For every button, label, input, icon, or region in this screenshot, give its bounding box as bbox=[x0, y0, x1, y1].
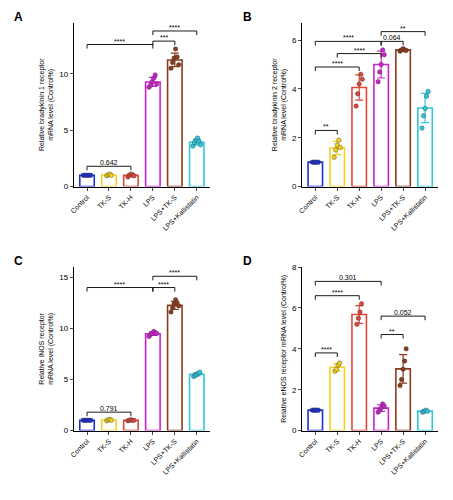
svg-text:15: 15 bbox=[59, 273, 68, 282]
svg-text:**: ** bbox=[400, 25, 406, 32]
svg-text:4: 4 bbox=[292, 345, 297, 354]
svg-text:**: ** bbox=[323, 123, 329, 130]
svg-text:B: B bbox=[243, 10, 252, 24]
svg-text:Relative bradykinin 2 receptor: Relative bradykinin 2 receptormRNA level… bbox=[271, 58, 288, 151]
svg-text:C: C bbox=[14, 254, 23, 268]
svg-text:LPS: LPS bbox=[370, 437, 385, 452]
svg-text:5: 5 bbox=[64, 126, 69, 135]
svg-text:LPS+Kallistatin: LPS+Kallistatin bbox=[390, 194, 428, 232]
svg-text:****: **** bbox=[321, 346, 332, 353]
svg-text:0: 0 bbox=[64, 182, 69, 191]
svg-text:Relative bradykinin 1 receptor: Relative bradykinin 1 receptormRNA level… bbox=[38, 58, 55, 151]
svg-text:TK-H: TK-H bbox=[346, 194, 363, 211]
svg-text:0.791: 0.791 bbox=[100, 405, 118, 412]
svg-text:LPS+TK-S: LPS+TK-S bbox=[378, 193, 407, 222]
svg-text:LPS: LPS bbox=[142, 193, 157, 208]
svg-text:****: **** bbox=[114, 281, 125, 288]
svg-text:LPS+TK-S: LPS+TK-S bbox=[378, 437, 407, 466]
svg-text:****: **** bbox=[354, 47, 365, 54]
svg-text:TK-S: TK-S bbox=[96, 193, 112, 209]
svg-text:LPS: LPS bbox=[142, 437, 157, 452]
svg-text:LPS+Kallistatin: LPS+Kallistatin bbox=[162, 194, 200, 232]
svg-text:2: 2 bbox=[292, 134, 297, 143]
svg-text:Control: Control bbox=[69, 193, 90, 214]
svg-text:TK-S: TK-S bbox=[324, 193, 340, 209]
svg-text:4: 4 bbox=[292, 85, 297, 94]
svg-text:10: 10 bbox=[59, 324, 68, 333]
svg-text:****: **** bbox=[332, 60, 343, 67]
svg-text:****: **** bbox=[332, 289, 343, 296]
svg-text:LPS+TK-S: LPS+TK-S bbox=[150, 193, 179, 222]
svg-text:2: 2 bbox=[292, 385, 297, 394]
svg-text:Relative iNOS receptormRNA lev: Relative iNOS receptormRNA level (Contro… bbox=[38, 312, 55, 384]
svg-text:****: **** bbox=[158, 281, 169, 288]
svg-text:A: A bbox=[14, 10, 23, 24]
svg-text:LPS+TK-S: LPS+TK-S bbox=[150, 437, 179, 466]
svg-text:0.301: 0.301 bbox=[339, 274, 357, 281]
svg-text:0: 0 bbox=[292, 426, 297, 435]
svg-text:D: D bbox=[243, 254, 252, 268]
svg-text:8: 8 bbox=[292, 263, 297, 272]
svg-text:Control: Control bbox=[298, 437, 319, 458]
svg-text:Control: Control bbox=[298, 193, 319, 214]
svg-text:5: 5 bbox=[64, 375, 69, 384]
svg-text:0.052: 0.052 bbox=[394, 309, 412, 316]
svg-text:**: ** bbox=[389, 328, 395, 335]
svg-text:0: 0 bbox=[64, 426, 69, 435]
svg-text:TK-H: TK-H bbox=[118, 194, 135, 211]
svg-text:TK-H: TK-H bbox=[118, 438, 135, 455]
svg-text:10: 10 bbox=[59, 70, 68, 79]
svg-text:6: 6 bbox=[292, 36, 297, 45]
svg-text:TK-S: TK-S bbox=[324, 437, 340, 453]
svg-text:TK-H: TK-H bbox=[346, 438, 363, 455]
svg-text:****: **** bbox=[343, 34, 354, 41]
svg-text:****: **** bbox=[169, 24, 180, 31]
svg-text:LPS+Kallistatin: LPS+Kallistatin bbox=[390, 438, 428, 476]
svg-text:Control: Control bbox=[69, 437, 90, 458]
svg-text:TK-S: TK-S bbox=[96, 437, 112, 453]
svg-text:Relative eNOS receptor mRNA le: Relative eNOS receptor mRNA level (Contr… bbox=[280, 275, 288, 423]
svg-text:6: 6 bbox=[292, 304, 297, 313]
svg-text:****: **** bbox=[114, 38, 125, 45]
svg-text:LPS: LPS bbox=[370, 193, 385, 208]
svg-text:0: 0 bbox=[292, 182, 297, 191]
svg-text:0.064: 0.064 bbox=[383, 34, 401, 41]
svg-text:LPS+Kallistatin: LPS+Kallistatin bbox=[162, 438, 200, 476]
svg-text:0.642: 0.642 bbox=[100, 159, 118, 166]
svg-text:****: **** bbox=[169, 269, 180, 276]
svg-text:***: *** bbox=[160, 34, 168, 41]
